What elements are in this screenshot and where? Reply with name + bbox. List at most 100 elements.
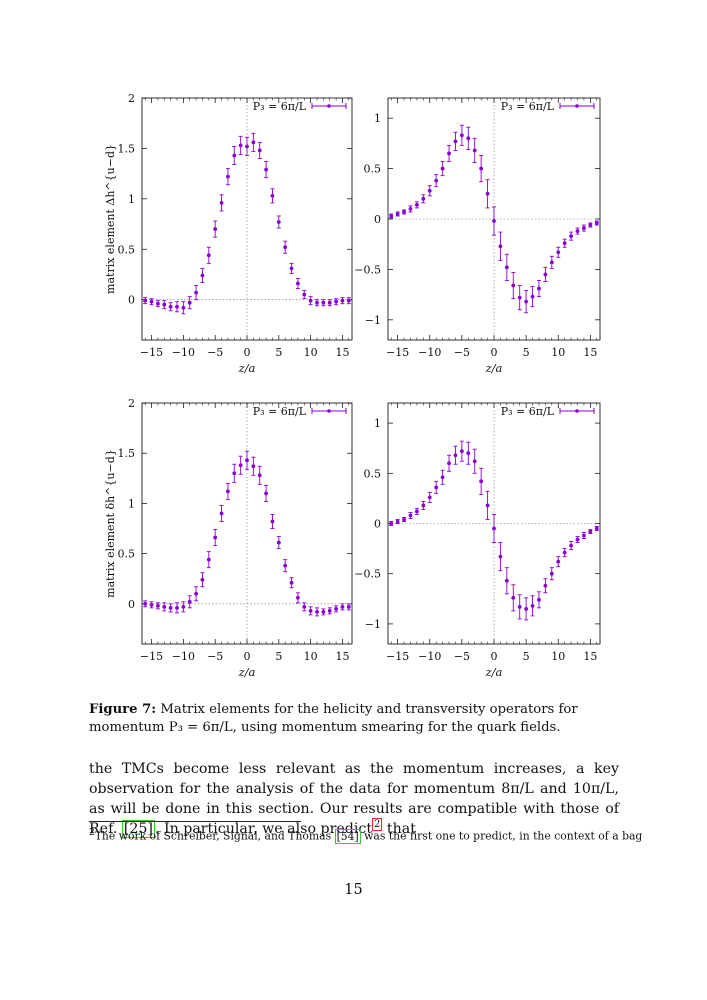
data-point <box>181 301 186 315</box>
data-marker <box>524 299 529 304</box>
data-point <box>187 296 192 310</box>
x-tick-label: 15 <box>583 650 597 663</box>
caption-label: Figure 7: <box>89 702 157 717</box>
data-marker <box>395 519 400 524</box>
data-marker <box>415 509 419 514</box>
legend-marker <box>327 104 331 108</box>
x-tick-label: −15 <box>140 650 163 663</box>
footnote-ref-link[interactable]: 2 <box>372 818 383 832</box>
data-point <box>149 298 154 306</box>
legend-label: P₃ = 6π/L <box>253 100 307 113</box>
data-marker <box>543 272 548 277</box>
y-tick-label: 1.5 <box>118 447 136 460</box>
y-tick-label: 0.5 <box>364 467 382 480</box>
data-marker <box>315 300 319 305</box>
x-tick-label: −15 <box>386 346 409 359</box>
data-marker <box>168 304 173 309</box>
data-marker <box>296 595 300 600</box>
x-tick-label: −10 <box>418 650 441 663</box>
data-point <box>581 532 586 540</box>
y-tick-label: 1 <box>128 497 135 510</box>
data-point <box>414 507 419 515</box>
y-tick-label: −0.5 <box>354 263 381 276</box>
data-point <box>327 299 332 307</box>
data-point <box>402 209 407 215</box>
data-point <box>524 290 529 314</box>
footnote-text-2: was the first one to predict, in the con… <box>360 829 643 843</box>
data-point <box>175 602 179 614</box>
data-point <box>302 290 307 300</box>
y-tick-label: 0.5 <box>364 163 382 176</box>
data-marker <box>156 603 160 608</box>
citation-link-25[interactable]: [25] <box>121 820 155 838</box>
data-point <box>543 578 548 594</box>
data-marker <box>562 550 567 555</box>
data-marker <box>575 229 580 234</box>
citation-link-54[interactable]: [54] <box>334 828 361 844</box>
data-marker <box>415 202 419 207</box>
data-marker <box>232 153 237 158</box>
data-point <box>485 179 490 209</box>
y-tick-label: 1 <box>374 417 381 430</box>
data-marker <box>194 290 198 295</box>
data-marker <box>187 599 192 604</box>
data-marker <box>427 188 432 193</box>
legend: P₃ = 6π/L <box>253 100 347 113</box>
data-point <box>498 231 503 261</box>
data-marker <box>245 144 249 149</box>
data-marker <box>346 604 351 609</box>
data-points <box>389 440 599 621</box>
data-point <box>427 491 432 503</box>
data-point <box>257 141 262 159</box>
data-point <box>556 556 561 568</box>
data-marker <box>594 526 599 531</box>
x-tick-label: 15 <box>335 346 349 359</box>
data-point <box>504 567 509 595</box>
data-point <box>295 592 300 604</box>
data-point <box>245 450 249 470</box>
data-marker <box>296 281 300 286</box>
data-marker <box>226 174 230 179</box>
data-point <box>276 536 281 550</box>
data-marker <box>276 540 281 545</box>
data-marker <box>543 583 548 588</box>
data-point <box>427 185 432 197</box>
data-marker <box>276 220 281 224</box>
data-marker <box>168 605 173 610</box>
data-marker <box>395 212 400 216</box>
data-marker <box>238 143 243 148</box>
x-tick-label: −15 <box>386 650 409 663</box>
x-tick-label: −10 <box>172 346 195 359</box>
x-axis-label: z/a <box>238 361 256 375</box>
y-tick-label: 1.5 <box>118 142 136 155</box>
data-point <box>213 220 218 238</box>
data-point <box>200 267 205 283</box>
data-marker <box>427 495 432 500</box>
data-marker <box>213 227 218 231</box>
x-tick-label: 5 <box>523 650 530 663</box>
data-point <box>295 278 300 290</box>
chart-top-left: −15 −10 −5 0 5 10 15 0 0.5 1 1.5 2 z/a matrix element… <box>104 92 353 375</box>
data-marker <box>517 604 522 609</box>
data-marker <box>498 244 503 249</box>
data-marker <box>340 604 345 609</box>
data-marker <box>283 245 288 250</box>
data-point <box>302 602 307 612</box>
x-axis-label: z/a <box>485 665 503 679</box>
data-point <box>181 601 186 613</box>
y-axis-label: matrix element δh^{u−d} <box>104 449 117 598</box>
x-axis-label: z/a <box>238 665 256 679</box>
data-point <box>264 484 269 502</box>
data-point <box>206 246 211 264</box>
data-point <box>472 137 477 163</box>
y-tick-label: 0 <box>374 213 381 226</box>
legend: P₃ = 6π/L <box>501 405 595 418</box>
data-marker <box>206 253 211 258</box>
data-marker <box>459 449 464 454</box>
data-marker <box>289 580 294 585</box>
data-point <box>270 514 275 529</box>
data-marker <box>485 503 490 508</box>
data-point <box>395 519 400 524</box>
data-point <box>155 300 160 308</box>
data-points <box>143 450 351 617</box>
